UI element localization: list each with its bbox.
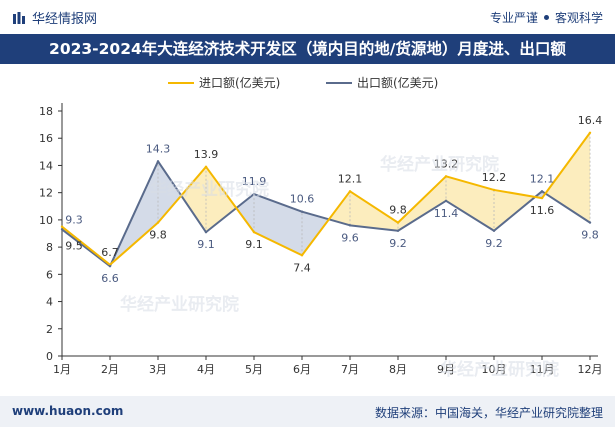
y-tick-label: 4	[46, 296, 53, 309]
data-point-import	[588, 131, 592, 134]
tagline-left: 专业严谨	[489, 11, 538, 25]
footer: www.huaon.com 数据来源：中国海关，华经产业研究院整理	[0, 396, 615, 427]
legend: 进口额(亿美元) 出口额(亿美元)	[168, 75, 438, 90]
data-point-import	[540, 196, 544, 200]
data-source: 数据来源：中国海关，华经产业研究院整理	[374, 406, 603, 420]
data-point-import	[444, 175, 448, 178]
gap-fill-area	[181, 166, 206, 233]
data-label-export: 9.2	[389, 237, 407, 250]
data-label-import: 9.8	[389, 204, 407, 217]
data-point-export	[348, 224, 352, 227]
title-bar: 2023-2024年大连经济技术开发区（境内目的地/货源地）月度进、出口额	[0, 34, 615, 64]
data-point-export	[540, 190, 544, 193]
x-tick-label: 6月	[293, 363, 311, 376]
data-point-export	[108, 264, 112, 268]
legend-label-import: 进口额(亿美元)	[199, 75, 280, 90]
data-point-import	[204, 165, 208, 169]
data-label-import: 9.5	[65, 240, 83, 253]
x-tick-label: 11月	[530, 363, 555, 376]
data-label-import: 6.7	[101, 246, 119, 259]
y-tick-label: 10	[39, 214, 53, 227]
data-label-export: 12.1	[530, 172, 555, 185]
data-point-import	[492, 188, 496, 192]
data-label-export: 10.6	[290, 193, 315, 206]
y-tick-label: 0	[46, 350, 53, 363]
y-tick-label: 18	[39, 105, 53, 118]
x-tick-label: 8月	[389, 363, 407, 376]
data-label-export: 11.9	[242, 175, 267, 188]
tagline-right: 客观科学	[554, 11, 603, 25]
data-label-export: 9.6	[341, 231, 359, 244]
gap-fill-area	[206, 166, 237, 233]
data-label-import: 12.2	[482, 171, 507, 184]
x-tick-label: 7月	[341, 363, 359, 376]
x-tick-label: 10月	[482, 363, 507, 376]
y-tick-label: 2	[46, 323, 53, 336]
chart-title: 2023-2024年大连经济技术开发区（境内目的地/货源地）月度进、出口额	[49, 40, 566, 58]
data-label-export: 11.4	[434, 207, 459, 220]
gap-fill-area	[302, 211, 329, 256]
series-line-export	[61, 160, 591, 268]
data-label-import: 9.1	[245, 238, 263, 251]
data-label-export: 9.3	[65, 213, 83, 226]
data-point-export	[156, 160, 160, 163]
x-tick-label: 9月	[437, 363, 455, 376]
x-tick-label: 1月	[53, 363, 71, 376]
data-point-export	[300, 210, 304, 213]
data-point-export	[396, 229, 400, 232]
gap-fill-area	[446, 176, 494, 231]
separator-dot-icon	[543, 15, 549, 20]
x-tick-label: 12月	[578, 363, 603, 376]
brand[interactable]: 华经情报网	[12, 8, 97, 27]
gap-fill-area	[398, 176, 446, 231]
gap-fill-area	[494, 189, 536, 231]
data-label-import: 16.4	[578, 114, 603, 127]
data-label-import: 13.2	[434, 157, 459, 170]
data-point-export	[492, 229, 496, 232]
data-point-export	[588, 221, 592, 224]
data-point-export	[444, 199, 448, 203]
y-tick-label: 6	[46, 268, 53, 281]
y-tick-label: 14	[39, 159, 53, 172]
data-label-export: 6.6	[101, 272, 119, 285]
data-label-export: 9.1	[197, 238, 215, 251]
data-point-export	[204, 230, 208, 234]
y-tick-label: 8	[46, 241, 53, 254]
brand-name: 华经情报网	[32, 12, 98, 27]
data-label-import: 7.4	[293, 261, 311, 274]
bar-logo-icon	[13, 11, 25, 24]
website-link[interactable]: www.huaon.com	[12, 404, 124, 418]
data-label-export: 9.2	[485, 237, 503, 250]
legend-label-export: 出口额(亿美元)	[357, 75, 438, 90]
gap-fill-area	[236, 194, 254, 233]
y-tick-label: 12	[39, 187, 53, 200]
gap-fill-area	[254, 194, 302, 256]
data-point-import	[396, 221, 400, 224]
tagline: 专业严谨 客观科学	[490, 9, 603, 26]
gap-fill-area	[158, 161, 182, 223]
x-tick-label: 2月	[101, 363, 119, 376]
y-tick-label: 16	[39, 132, 53, 145]
data-label-import: 11.6	[530, 204, 555, 217]
data-point-export	[60, 228, 64, 231]
data-label-export: 14.3	[146, 142, 171, 155]
gap-fill-area	[350, 191, 398, 231]
data-label-import: 12.1	[338, 172, 363, 185]
data-point-import	[348, 190, 352, 193]
x-tick-label: 5月	[245, 363, 263, 376]
data-point-import	[252, 230, 256, 234]
data-point-import	[156, 221, 160, 224]
x-tick-label: 4月	[197, 363, 215, 376]
top-bar: 华经情报网 专业严谨 客观科学	[0, 0, 615, 34]
data-point-export	[252, 192, 256, 196]
data-point-import	[300, 254, 304, 257]
data-label-import: 13.9	[194, 148, 219, 161]
line-chart: 进口额(亿美元) 出口额(亿美元) 0 2 4 6 8 10 12 14 16 18 1月 2月 3月 4月 5…	[39, 75, 603, 376]
x-tick-label: 3月	[149, 363, 167, 376]
series-line-import	[61, 132, 591, 266]
data-label-import: 9.8	[149, 229, 167, 242]
data-point-import	[60, 225, 64, 228]
data-label-export: 9.8	[581, 229, 599, 242]
